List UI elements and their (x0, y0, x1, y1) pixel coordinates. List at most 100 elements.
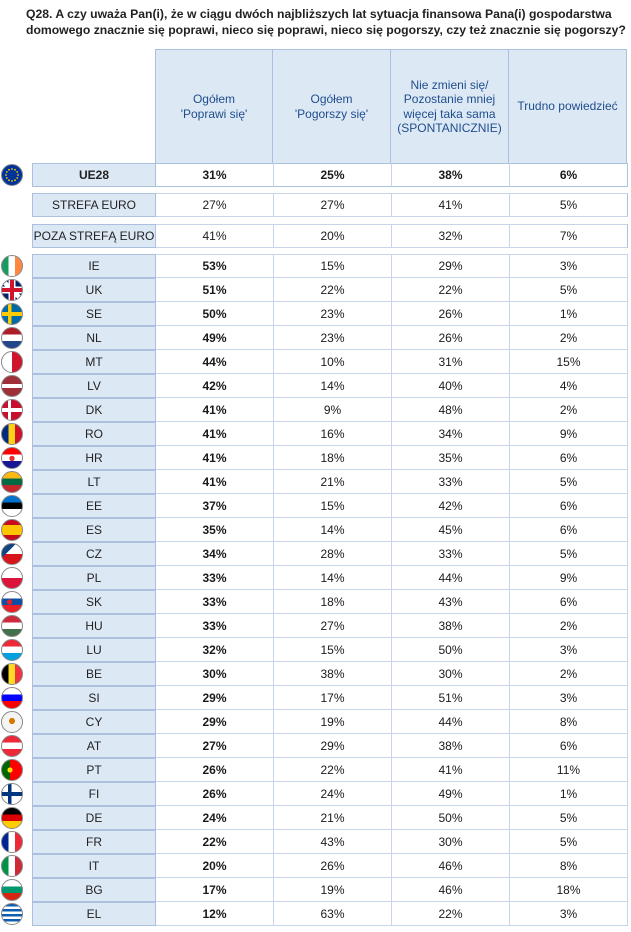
table-cell: 41% (156, 398, 274, 422)
table-cell: 22% (392, 278, 510, 302)
table-cell: 17% (274, 686, 392, 710)
table-cell: 27% (274, 614, 392, 638)
table-row: MT 44% 10% 31% 15% (0, 350, 628, 374)
table-cell: 5% (510, 542, 628, 566)
table-cell: 41% (156, 224, 274, 248)
table-cell: 42% (392, 494, 510, 518)
table-cell: 31% (156, 163, 274, 187)
table-cell: 45% (392, 518, 510, 542)
table-cell: 43% (274, 830, 392, 854)
ie-flag (1, 255, 23, 277)
table-row: NL 49% 23% 26% 2% (0, 326, 628, 350)
table-cell: 22% (392, 902, 510, 926)
table-cell: 27% (274, 193, 392, 217)
row-label: HU (32, 614, 156, 638)
lv-flag (1, 375, 23, 397)
table-cell: 2% (510, 398, 628, 422)
table-cell: 30% (392, 830, 510, 854)
table-cell: 4% (510, 374, 628, 398)
row-label: IT (32, 854, 156, 878)
table-cell: 32% (156, 638, 274, 662)
row-label: ES (32, 518, 156, 542)
column-header-label: Trudno powiedzieć (517, 99, 618, 114)
table-cell: 5% (510, 193, 628, 217)
row-label: MT (32, 350, 156, 374)
table-cell: 14% (274, 518, 392, 542)
table-row: BG 17% 19% 46% 18% (0, 878, 628, 902)
row-label: STREFA EURO (32, 193, 156, 217)
table-cell: 1% (510, 782, 628, 806)
table-cell: 44% (156, 350, 274, 374)
si-flag (1, 687, 23, 709)
table-row: UK 51% 22% 22% 5% (0, 278, 628, 302)
table-cell: 42% (156, 374, 274, 398)
row-label: LV (32, 374, 156, 398)
table-cell: 7% (510, 224, 628, 248)
table-cell: 31% (392, 350, 510, 374)
de-flag (1, 807, 23, 829)
table-cell: 44% (392, 710, 510, 734)
table-cell: 19% (274, 710, 392, 734)
row-label: SI (32, 686, 156, 710)
table-cell: 41% (392, 758, 510, 782)
dk-flag (1, 399, 23, 421)
table-cell: 15% (510, 350, 628, 374)
table-cell: 23% (274, 326, 392, 350)
eu-flag (1, 164, 23, 186)
row-label: BG (32, 878, 156, 902)
table-cell: 3% (510, 686, 628, 710)
table-cell: 14% (274, 374, 392, 398)
row-label: DE (32, 806, 156, 830)
table-cell: 6% (510, 446, 628, 470)
pt-flag (1, 759, 23, 781)
table-cell: 19% (274, 878, 392, 902)
row-label: LU (32, 638, 156, 662)
table-row: UE28 31% 25% 38% 6% (0, 163, 628, 187)
table-cell: 3% (510, 254, 628, 278)
row-label: FR (32, 830, 156, 854)
table-row: CY 29% 19% 44% 8% (0, 710, 628, 734)
table-cell: 63% (274, 902, 392, 926)
row-label: NL (32, 326, 156, 350)
row-label: RO (32, 422, 156, 446)
table-cell: 41% (156, 470, 274, 494)
table-cell: 3% (510, 638, 628, 662)
table-cell: 35% (392, 446, 510, 470)
column-header-dont-know: Trudno powiedzieć (509, 49, 627, 164)
table-cell: 2% (510, 662, 628, 686)
table-row: EE 37% 15% 42% 6% (0, 494, 628, 518)
table-cell: 33% (156, 590, 274, 614)
row-label: PT (32, 758, 156, 782)
table-cell: 29% (274, 734, 392, 758)
lu-flag (1, 639, 23, 661)
column-header-unchanged: Nie zmieni się/ Pozostanie mniej więcej … (391, 49, 509, 164)
table-row: PL 33% 14% 44% 9% (0, 566, 628, 590)
ee-flag (1, 495, 23, 517)
table-cell: 24% (156, 806, 274, 830)
table-cell: 49% (392, 782, 510, 806)
table-cell: 51% (392, 686, 510, 710)
table-cell: 24% (274, 782, 392, 806)
table-cell: 17% (156, 878, 274, 902)
table-cell: 44% (392, 566, 510, 590)
table-cell: 22% (274, 278, 392, 302)
table-row: ES 35% 14% 45% 6% (0, 518, 628, 542)
row-label: UE28 (32, 163, 156, 187)
hu-flag (1, 615, 23, 637)
table-cell: 5% (510, 470, 628, 494)
table-cell: 46% (392, 854, 510, 878)
table-cell: 22% (156, 830, 274, 854)
table-cell: 32% (392, 224, 510, 248)
table-cell: 41% (392, 193, 510, 217)
table-row: RO 41% 16% 34% 9% (0, 422, 628, 446)
table-cell: 40% (392, 374, 510, 398)
hr-flag (1, 447, 23, 469)
table-cell: 21% (274, 806, 392, 830)
table-row: LV 42% 14% 40% 4% (0, 374, 628, 398)
fi-flag (1, 783, 23, 805)
table-cell: 6% (510, 590, 628, 614)
table-row: SK 33% 18% 43% 6% (0, 590, 628, 614)
table-cell: 29% (392, 254, 510, 278)
table-cell: 43% (392, 590, 510, 614)
el-flag (1, 903, 23, 925)
